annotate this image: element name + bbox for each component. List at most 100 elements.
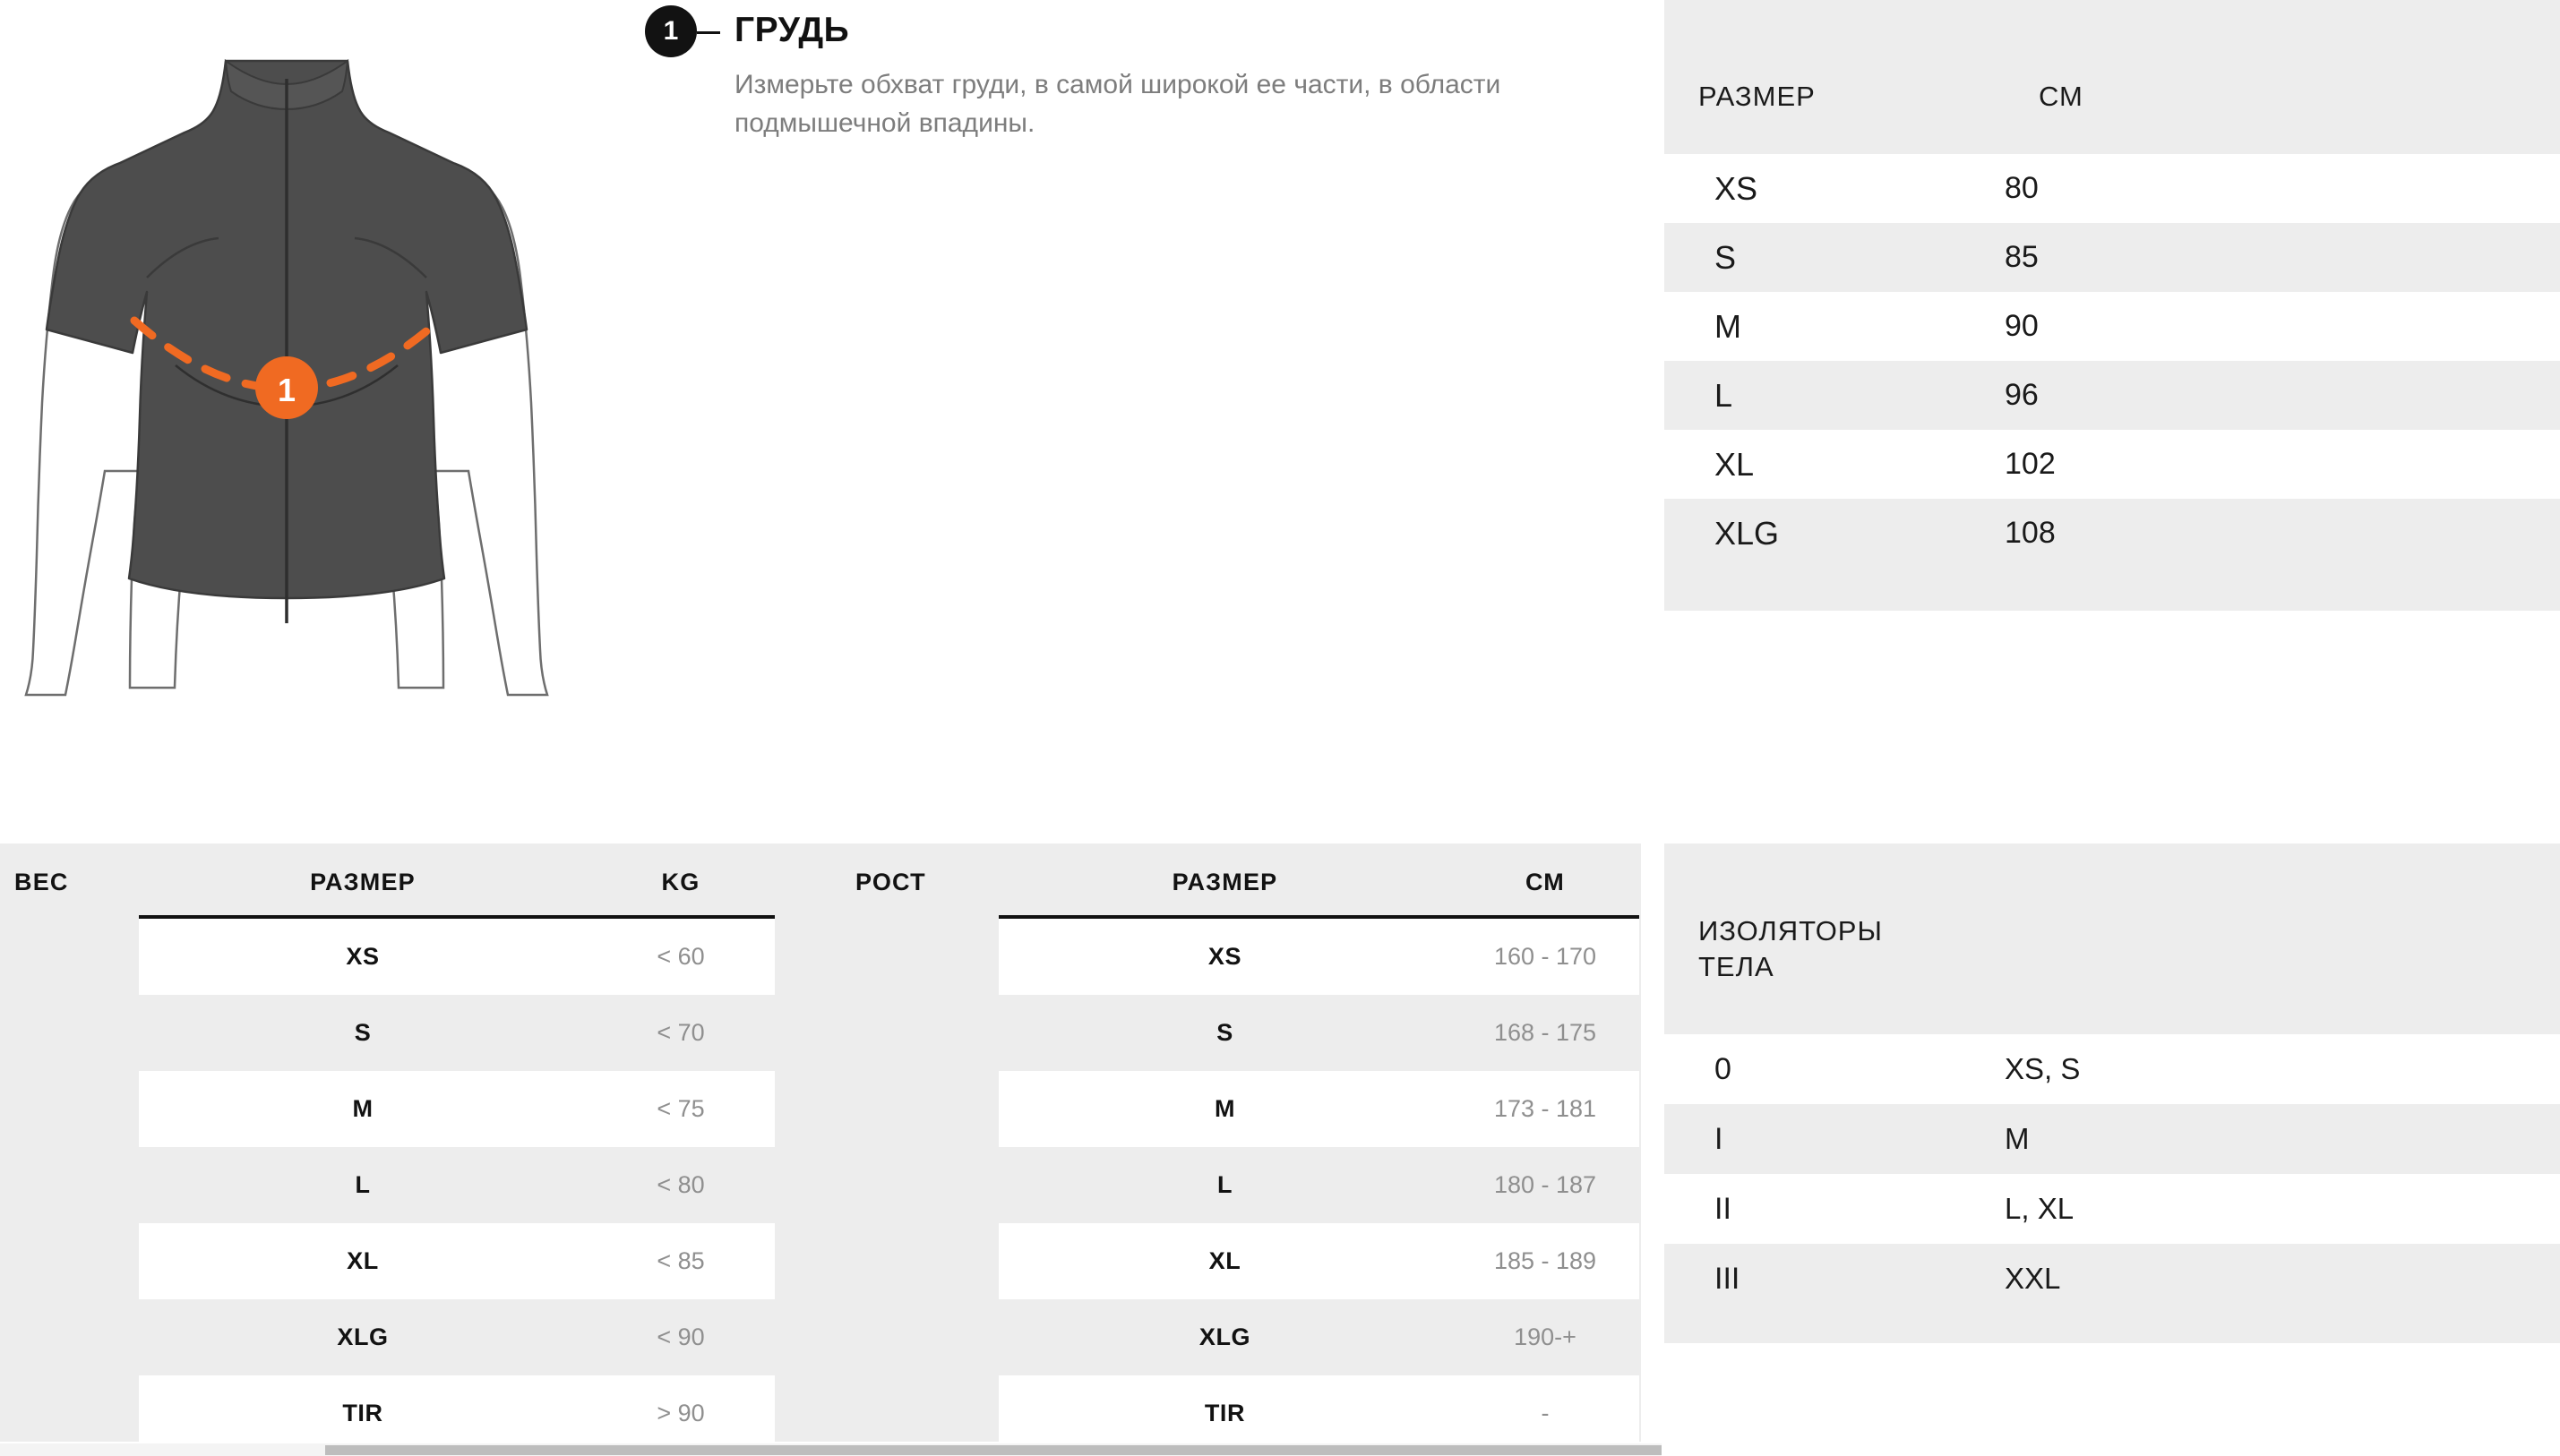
table-row[interactable]: XS 80	[1664, 154, 2560, 223]
table-row[interactable]: XS < 60	[139, 919, 775, 995]
horizontal-scrollbar-thumb[interactable]	[325, 1445, 1662, 1455]
instruction-title: ГРУДЬ	[734, 11, 850, 49]
height-table-header: РАЗМЕР СМ	[999, 869, 1639, 896]
height-value: 185 - 189	[1493, 1247, 1597, 1274]
table-row[interactable]: 0 XS, S	[1664, 1034, 2560, 1105]
measurement-instruction: 1 ГРУДЬ Измерьте обхват груди, в самой ш…	[645, 5, 1594, 142]
step-badge-label: 1	[663, 16, 679, 46]
weight-size: S	[354, 1019, 372, 1046]
insulator-sizes: XXL	[2005, 1262, 2061, 1296]
weight-value: > 90	[657, 1400, 705, 1426]
weight-table-rows: XS < 60 S < 70 M < 75 L < 80	[139, 915, 775, 1452]
table-row[interactable]: XL 102	[1664, 430, 2560, 499]
weight-size: M	[352, 1095, 374, 1122]
table-row[interactable]: M < 75	[139, 1071, 775, 1147]
chest-size: XS	[1714, 169, 1758, 207]
table-row[interactable]: XL < 85	[139, 1223, 775, 1299]
table-row[interactable]: S 168 - 175	[999, 995, 1639, 1071]
height-value: 168 - 175	[1493, 1019, 1597, 1046]
height-table: РАЗМЕР СМ XS 160 - 170 S 168 - 175 M 173…	[999, 869, 1639, 1452]
body-insulators-panel: ИЗОЛЯТОРЫ ТЕЛА 0 XS, S I M II L, XL III …	[1664, 844, 2560, 1343]
weight-value: < 75	[657, 1095, 705, 1122]
height-size: TIR	[1204, 1400, 1246, 1426]
weight-value: < 90	[657, 1323, 705, 1350]
height-value: 173 - 181	[1493, 1095, 1597, 1122]
chest-size-panel: РАЗМЕР СМ XS 80 S 85 M 90 L 96 XL 102	[1664, 0, 2560, 611]
table-row[interactable]: L 180 - 187	[999, 1147, 1639, 1223]
weight-table: РАЗМЕР KG XS < 60 S < 70 M < 75	[139, 869, 775, 1452]
table-row[interactable]: III XXL	[1664, 1244, 2560, 1314]
chest-value: 80	[2005, 171, 2039, 205]
weight-size: XS	[346, 943, 380, 970]
weight-size: XLG	[337, 1323, 389, 1350]
height-size: XS	[1207, 943, 1242, 970]
table-row[interactable]: L < 80	[139, 1147, 775, 1223]
table-row[interactable]: XS 160 - 170	[999, 919, 1639, 995]
table-row[interactable]: II L, XL	[1664, 1174, 2560, 1245]
height-value: 180 - 187	[1493, 1171, 1597, 1198]
table-row[interactable]: XLG 190-+	[999, 1299, 1639, 1375]
weight-size: TIR	[342, 1400, 383, 1426]
weight-size: L	[355, 1171, 371, 1198]
insulator-sizes: M	[2005, 1122, 2030, 1156]
table-row[interactable]: M 90	[1664, 292, 2560, 361]
table-row[interactable]: I M	[1664, 1104, 2560, 1174]
weight-value: < 70	[657, 1019, 705, 1046]
insulator-level: I	[1714, 1121, 1723, 1156]
insulator-level: 0	[1714, 1051, 1731, 1086]
table-row[interactable]: XLG 108	[1664, 499, 2560, 568]
insulator-level: II	[1714, 1191, 1731, 1226]
chest-size: L	[1714, 376, 1733, 414]
weight-table-header: РАЗМЕР KG	[139, 869, 775, 896]
table-row[interactable]: TIR -	[999, 1375, 1639, 1452]
figure-measure-badge-label: 1	[278, 372, 296, 408]
figure-measure-badge	[255, 356, 318, 419]
height-size: M	[1214, 1095, 1236, 1122]
height-value: -	[1541, 1400, 1550, 1426]
weight-header-size: РАЗМЕР	[310, 869, 416, 895]
weight-header-unit: KG	[661, 869, 700, 895]
height-header-size: РАЗМЕР	[1172, 869, 1278, 895]
step-badge: 1	[645, 5, 697, 57]
table-row[interactable]: M 173 - 181	[999, 1071, 1639, 1147]
chest-value: 102	[2005, 447, 2056, 481]
chest-size: S	[1714, 238, 1737, 276]
height-size: L	[1216, 1171, 1233, 1198]
chest-header-unit: СМ	[2039, 81, 2083, 112]
instruction-header: 1 ГРУДЬ	[645, 5, 1594, 57]
table-row[interactable]: S 85	[1664, 223, 2560, 292]
weight-value: < 85	[657, 1247, 705, 1274]
weight-value: < 60	[657, 943, 705, 970]
insulators-rows: 0 XS, S I M II L, XL III XXL	[1664, 1034, 2560, 1314]
table-row[interactable]: XLG < 90	[139, 1299, 775, 1375]
weight-height-panel: ВЕС РАЗМЕР KG XS < 60 S < 70 M	[0, 844, 1641, 1452]
height-size: XL	[1208, 1247, 1241, 1274]
chest-value: 96	[2005, 378, 2039, 412]
chest-size: XL	[1714, 445, 1755, 483]
table-row[interactable]: L 96	[1664, 361, 2560, 430]
table-row[interactable]: S < 70	[139, 995, 775, 1071]
chest-value: 108	[2005, 516, 2056, 550]
chest-header-size: РАЗМЕР	[1698, 81, 1816, 112]
height-size: S	[1216, 1019, 1233, 1046]
table-row[interactable]: XL 185 - 189	[999, 1223, 1639, 1299]
height-table-rows: XS 160 - 170 S 168 - 175 M 173 - 181 L 1…	[999, 915, 1639, 1452]
height-value: 160 - 170	[1493, 943, 1597, 970]
height-header-unit: СМ	[1525, 869, 1566, 895]
chest-value: 90	[2005, 309, 2039, 343]
weight-table-label: ВЕС	[14, 869, 69, 895]
height-table-label: РОСТ	[855, 869, 926, 895]
chest-size: XLG	[1714, 514, 1780, 552]
chest-table-rows: XS 80 S 85 M 90 L 96 XL 102 XLG 108	[1664, 154, 2560, 568]
weight-size: XL	[347, 1247, 379, 1274]
chest-size: M	[1714, 307, 1741, 345]
height-size: XLG	[1198, 1323, 1251, 1350]
instruction-description: Измерьте обхват груди, в самой широкой е…	[734, 70, 1501, 138]
insulator-sizes: XS, S	[2005, 1052, 2081, 1086]
insulators-title: ИЗОЛЯТОРЫ ТЕЛА	[1698, 915, 1883, 982]
table-row[interactable]: TIR > 90	[139, 1375, 775, 1452]
weight-value: < 80	[657, 1171, 705, 1198]
torso-measurement-illustration: 1	[0, 54, 573, 797]
badge-connector-dash	[697, 31, 720, 34]
